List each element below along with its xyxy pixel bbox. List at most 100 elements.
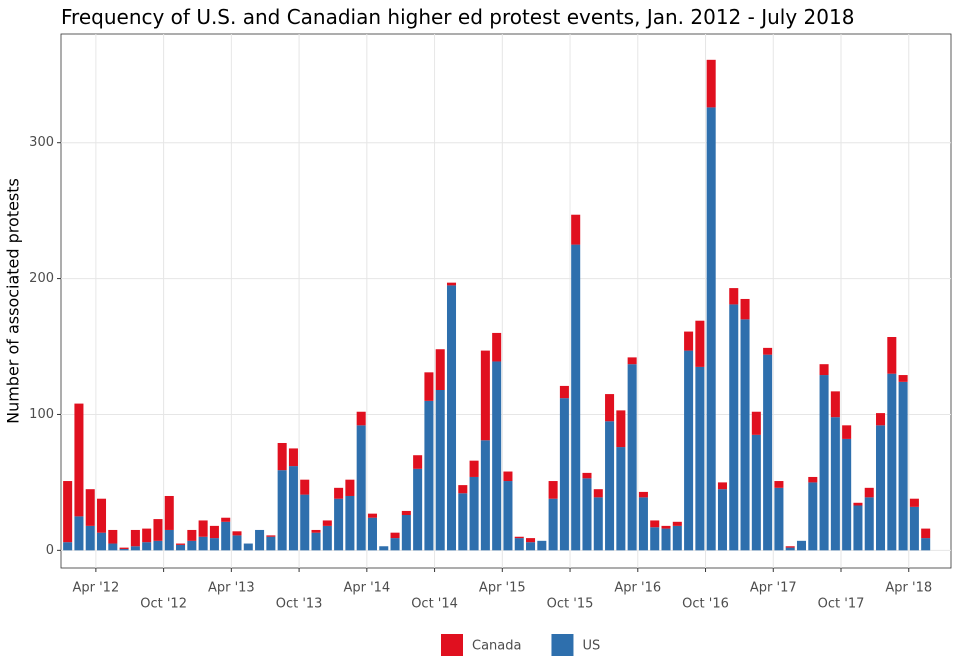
bar xyxy=(435,349,445,390)
bar xyxy=(514,536,524,539)
bar xyxy=(469,460,479,477)
bar xyxy=(627,364,637,551)
bar xyxy=(266,536,276,551)
bar xyxy=(401,515,411,551)
bar xyxy=(627,357,637,365)
y-tick-label: 200 xyxy=(29,271,54,286)
bar xyxy=(571,214,581,245)
x-tick-label: Oct '13 xyxy=(276,597,323,612)
bar xyxy=(876,425,886,551)
bar xyxy=(785,546,795,548)
bar xyxy=(198,520,208,537)
bar xyxy=(492,361,502,551)
bar xyxy=(898,381,908,551)
bar xyxy=(650,520,660,528)
bar xyxy=(322,525,332,551)
bar xyxy=(435,390,445,551)
bar xyxy=(255,529,265,551)
bar xyxy=(446,282,457,286)
bar xyxy=(785,547,795,551)
bar xyxy=(221,521,231,551)
bar xyxy=(424,400,434,551)
x-tick-label: Oct '14 xyxy=(411,597,458,612)
chart-title: Frequency of U.S. and Canadian higher ed… xyxy=(61,5,854,29)
bar xyxy=(808,476,818,483)
bar xyxy=(605,421,615,551)
x-tick-label: Apr '17 xyxy=(750,581,797,596)
bar xyxy=(243,543,253,551)
bar xyxy=(187,529,197,541)
y-axis-title: Number of associated protests xyxy=(4,178,23,424)
bar xyxy=(176,544,186,551)
bar xyxy=(661,525,671,529)
bar xyxy=(130,529,140,547)
bar xyxy=(887,337,897,374)
legend-swatch xyxy=(441,634,463,656)
bar xyxy=(830,391,840,418)
bar xyxy=(537,540,547,551)
bar xyxy=(142,528,152,543)
bar xyxy=(345,479,355,496)
bar xyxy=(108,529,118,544)
bar xyxy=(706,107,716,551)
bar xyxy=(717,489,727,551)
bar xyxy=(85,525,95,551)
bar xyxy=(74,403,84,517)
bar xyxy=(616,447,626,551)
x-tick-label: Apr '14 xyxy=(343,581,390,596)
bar xyxy=(108,543,118,551)
bar xyxy=(277,442,287,471)
legend-label: US xyxy=(582,639,600,654)
x-tick-label: Oct '17 xyxy=(818,597,865,612)
bar xyxy=(559,385,569,399)
bar xyxy=(63,542,73,551)
bar xyxy=(390,532,400,539)
bar xyxy=(209,538,219,551)
bar xyxy=(706,59,716,108)
bar xyxy=(446,285,457,551)
bar xyxy=(413,455,423,469)
bar xyxy=(390,538,400,551)
bar xyxy=(582,478,592,551)
bar xyxy=(717,482,727,490)
bar xyxy=(605,394,615,422)
bar xyxy=(526,538,536,543)
bar xyxy=(740,298,750,320)
bar xyxy=(198,536,208,551)
bar xyxy=(96,532,107,551)
bar xyxy=(458,493,468,551)
bar xyxy=(774,487,784,551)
bar xyxy=(74,516,84,551)
bar xyxy=(819,375,829,551)
bar xyxy=(864,497,874,551)
bar xyxy=(367,513,377,518)
bar xyxy=(119,547,129,549)
x-tick-label: Apr '13 xyxy=(208,581,255,596)
bar xyxy=(763,347,773,355)
bar xyxy=(232,531,242,536)
bar xyxy=(176,543,186,545)
bar xyxy=(209,525,219,539)
bar xyxy=(503,471,513,482)
bar xyxy=(96,498,107,533)
bar xyxy=(277,470,287,551)
bar xyxy=(526,542,536,551)
bar xyxy=(842,425,852,439)
bar xyxy=(288,448,298,467)
bar xyxy=(130,546,140,551)
bar xyxy=(300,494,310,551)
bar xyxy=(548,498,558,551)
legend-label: Canada xyxy=(472,639,521,654)
bar xyxy=(909,506,919,551)
bar xyxy=(853,505,863,551)
bar xyxy=(638,497,648,551)
bar xyxy=(345,495,355,551)
bar xyxy=(842,438,852,551)
bar xyxy=(909,498,919,507)
bar xyxy=(164,529,174,551)
bar xyxy=(334,487,344,499)
bar xyxy=(819,364,829,376)
x-tick-label: Apr '18 xyxy=(885,581,932,596)
bar xyxy=(492,332,502,362)
y-tick-label: 300 xyxy=(29,135,54,150)
